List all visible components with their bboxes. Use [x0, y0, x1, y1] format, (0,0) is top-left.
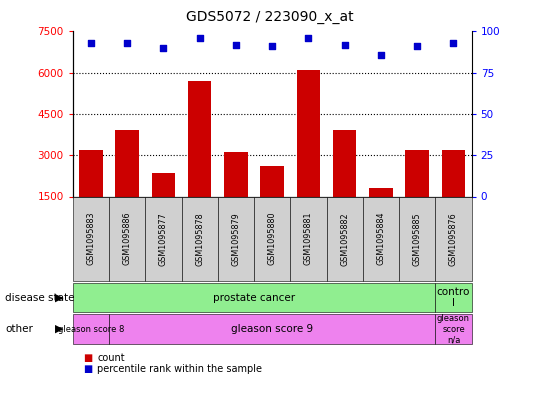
Bar — [333, 130, 356, 196]
Point — [195, 35, 204, 41]
Point — [87, 40, 95, 46]
Text: GSM1095881: GSM1095881 — [304, 212, 313, 266]
Text: GSM1095884: GSM1095884 — [376, 212, 385, 266]
Point — [159, 45, 168, 51]
Bar — [224, 152, 248, 196]
Bar — [296, 70, 320, 196]
Text: GDS5072 / 223090_x_at: GDS5072 / 223090_x_at — [186, 10, 353, 24]
Text: ■: ■ — [84, 353, 93, 364]
Text: GSM1095876: GSM1095876 — [449, 212, 458, 266]
Text: GSM1095882: GSM1095882 — [340, 212, 349, 266]
Text: ▶: ▶ — [55, 324, 64, 334]
Bar — [369, 188, 393, 196]
Point — [377, 51, 385, 58]
Point — [413, 43, 421, 50]
Text: GSM1095877: GSM1095877 — [159, 212, 168, 266]
Point — [123, 40, 132, 46]
Bar — [405, 150, 429, 196]
Point — [341, 42, 349, 48]
Text: other: other — [5, 324, 33, 334]
Text: GSM1095880: GSM1095880 — [268, 212, 277, 266]
Point — [268, 43, 277, 50]
Text: gleason
score
n/a: gleason score n/a — [437, 314, 470, 344]
Bar — [260, 166, 284, 196]
Bar — [188, 81, 211, 196]
Text: GSM1095886: GSM1095886 — [123, 212, 132, 266]
Point — [232, 42, 240, 48]
Text: prostate cancer: prostate cancer — [213, 293, 295, 303]
Text: GSM1095878: GSM1095878 — [195, 212, 204, 266]
Point — [449, 40, 458, 46]
Text: GSM1095879: GSM1095879 — [231, 212, 240, 266]
Text: contro
l: contro l — [437, 287, 470, 309]
Text: ▶: ▶ — [55, 293, 64, 303]
Bar — [115, 130, 139, 196]
Bar — [151, 173, 175, 196]
Text: gleason score 9: gleason score 9 — [231, 324, 313, 334]
Text: disease state: disease state — [5, 293, 75, 303]
Text: GSM1095883: GSM1095883 — [86, 212, 95, 266]
Text: count: count — [97, 353, 125, 364]
Point — [304, 35, 313, 41]
Bar — [79, 150, 102, 196]
Bar — [442, 150, 465, 196]
Text: ■: ■ — [84, 364, 93, 374]
Text: percentile rank within the sample: percentile rank within the sample — [97, 364, 262, 374]
Text: gleason score 8: gleason score 8 — [58, 325, 124, 334]
Text: GSM1095885: GSM1095885 — [413, 212, 421, 266]
